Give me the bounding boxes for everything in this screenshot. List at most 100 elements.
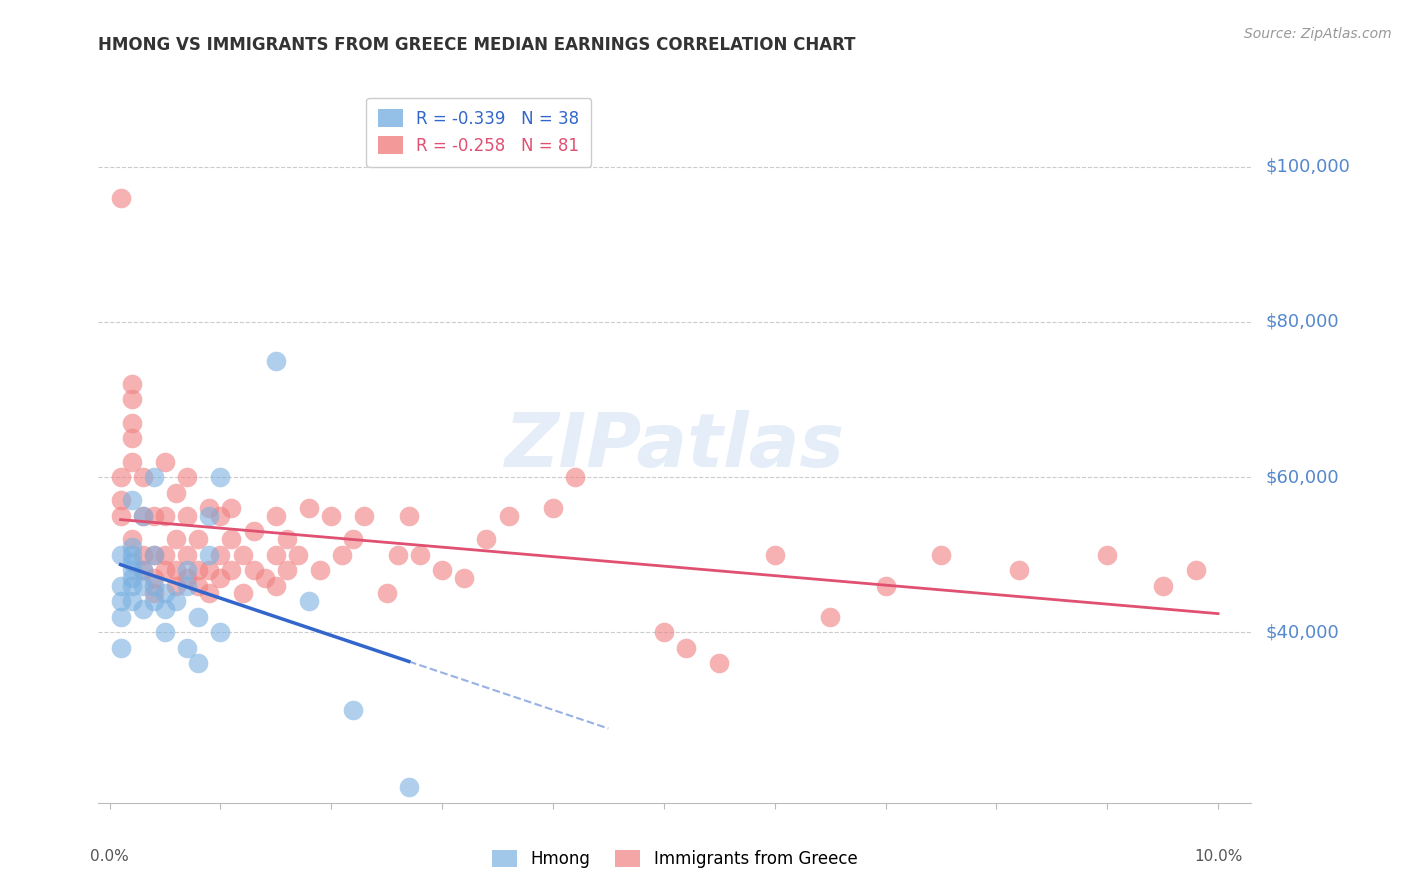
Text: $60,000: $60,000 [1265,468,1339,486]
Point [198,586,221,600]
Point [132,508,155,523]
Point [110,594,132,608]
Point [121,555,143,569]
Text: $100,000: $100,000 [1265,158,1350,176]
Point [221,563,243,577]
Point [176,508,198,523]
Point [187,609,209,624]
Point [209,548,232,562]
Point [121,540,143,554]
Point [309,563,332,577]
Point [110,579,132,593]
Point [121,493,143,508]
Point [153,508,176,523]
Point [475,532,498,546]
Text: 0.0%: 0.0% [90,849,129,864]
Point [121,454,143,468]
Point [142,548,165,562]
Point [132,579,155,593]
Point [353,508,375,523]
Point [430,563,453,577]
Point [818,609,841,624]
Point [287,548,309,562]
Point [209,470,232,484]
Point [142,594,165,608]
Point [121,532,143,546]
Point [121,392,143,407]
Point [221,532,243,546]
Point [398,508,420,523]
Point [209,571,232,585]
Point [142,586,165,600]
Point [132,470,155,484]
Text: 10.0%: 10.0% [1194,849,1243,864]
Point [652,625,675,640]
Point [1152,579,1174,593]
Point [165,594,187,608]
Point [1095,548,1118,562]
Point [298,594,321,608]
Point [153,548,176,562]
Point [110,548,132,562]
Point [209,508,232,523]
Text: HMONG VS IMMIGRANTS FROM GREECE MEDIAN EARNINGS CORRELATION CHART: HMONG VS IMMIGRANTS FROM GREECE MEDIAN E… [98,36,856,54]
Point [142,470,165,484]
Point [132,508,155,523]
Point [231,548,253,562]
Point [264,508,287,523]
Point [176,470,198,484]
Point [398,780,420,795]
Point [132,563,155,577]
Point [929,548,952,562]
Point [142,548,165,562]
Point [176,640,198,655]
Point [1007,563,1029,577]
Point [763,548,786,562]
Point [276,563,298,577]
Point [121,563,143,577]
Point [165,579,187,593]
Point [153,454,176,468]
Text: Source: ZipAtlas.com: Source: ZipAtlas.com [1244,27,1392,41]
Point [198,508,221,523]
Point [165,563,187,577]
Point [176,563,198,577]
Point [153,602,176,616]
Point [298,501,321,516]
Point [153,586,176,600]
Point [142,579,165,593]
Point [110,470,132,484]
Point [110,191,132,205]
Point [209,625,232,640]
Point [142,571,165,585]
Point [541,501,564,516]
Text: ZIPatlas: ZIPatlas [505,409,845,483]
Point [264,353,287,368]
Point [231,586,253,600]
Point [198,501,221,516]
Point [264,579,287,593]
Point [221,501,243,516]
Point [198,563,221,577]
Point [165,485,187,500]
Point [564,470,586,484]
Point [176,548,198,562]
Point [110,493,132,508]
Point [875,579,897,593]
Point [176,571,198,585]
Point [498,508,520,523]
Point [276,532,298,546]
Point [342,703,364,717]
Point [121,416,143,430]
Text: $80,000: $80,000 [1265,313,1339,331]
Point [187,532,209,546]
Point [176,579,198,593]
Point [132,548,155,562]
Legend: Hmong, Immigrants from Greece: Hmong, Immigrants from Greece [485,843,865,875]
Point [121,548,143,562]
Point [709,656,731,670]
Point [342,532,364,546]
Point [198,548,221,562]
Point [142,508,165,523]
Point [110,508,132,523]
